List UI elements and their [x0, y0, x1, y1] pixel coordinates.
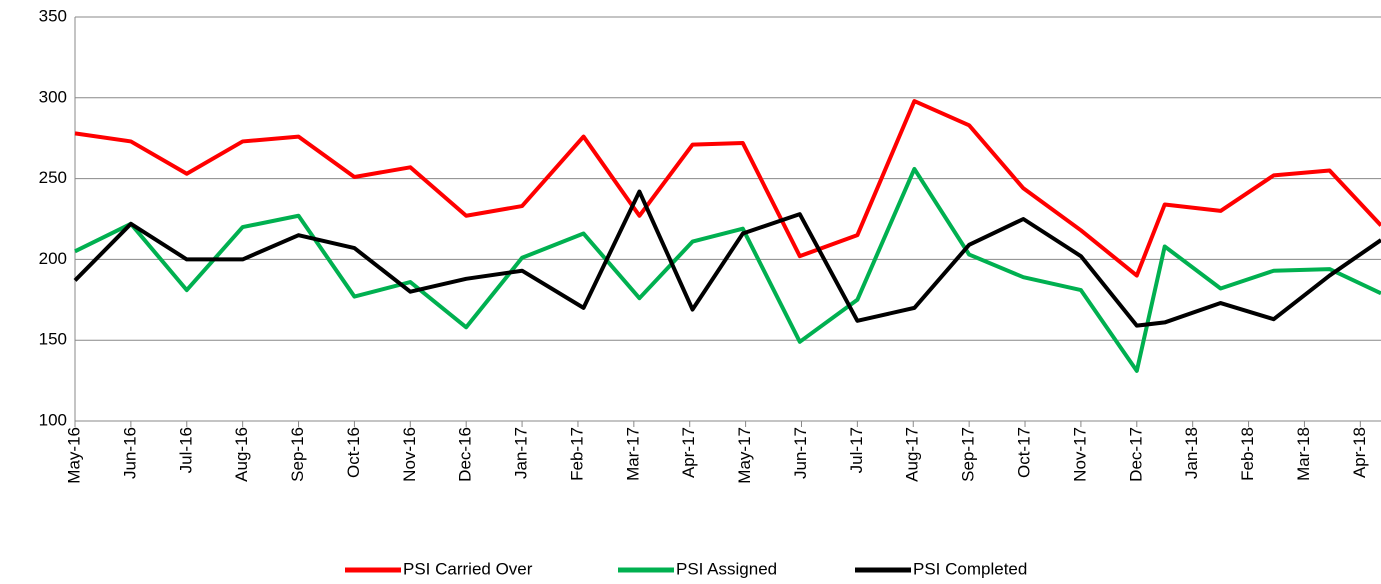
series-line: [73, 189, 1381, 328]
x-tick-label: Sep-17: [959, 427, 978, 482]
x-tick-label: May-17: [735, 427, 754, 484]
x-tick-label: Jun-17: [791, 427, 810, 479]
x-tick-label: Jul-16: [176, 427, 195, 473]
x-tick-label: Feb-18: [1238, 427, 1257, 481]
legend-item: PSI Assigned: [618, 559, 777, 578]
x-tick-label: Feb-17: [567, 427, 586, 481]
y-tick-label: 200: [39, 249, 67, 268]
x-tick-label: Mar-18: [1294, 427, 1313, 481]
x-tick-label: Jun-16: [120, 427, 139, 479]
y-tick-label: 350: [39, 6, 67, 25]
x-tick-label: Dec-17: [1126, 427, 1145, 482]
x-tick-label: Nov-16: [400, 427, 419, 482]
legend-label: PSI Carried Over: [403, 559, 533, 578]
x-tick-label: Jan-18: [1182, 427, 1201, 479]
x-tick-label: Oct-16: [344, 427, 363, 478]
x-tick-label: Aug-16: [232, 427, 251, 482]
x-tick-label: Apr-17: [679, 427, 698, 478]
x-tick-label: Nov-17: [1070, 427, 1089, 482]
legend-label: PSI Completed: [913, 559, 1027, 578]
y-tick-label: 300: [39, 87, 67, 106]
legend-item: PSI Completed: [855, 559, 1027, 578]
x-tick-label: Aug-17: [903, 427, 922, 482]
series-line: [74, 166, 1381, 373]
legend-label: PSI Assigned: [676, 559, 777, 578]
legend-item: PSI Carried Over: [345, 559, 533, 578]
x-tick-label: Apr-18: [1350, 427, 1369, 478]
y-tick-label: 150: [39, 330, 67, 349]
x-tick-label: Oct-17: [1015, 427, 1034, 478]
y-tick-label: 250: [39, 168, 67, 187]
x-tick-label: Dec-16: [456, 427, 475, 482]
y-tick-label: 100: [39, 410, 67, 429]
series-line: [74, 99, 1381, 278]
x-tick-label: Jan-17: [512, 427, 531, 479]
x-tick-label: Mar-17: [623, 427, 642, 481]
x-tick-label: Sep-16: [288, 427, 307, 482]
x-tick-label: Jul-17: [847, 427, 866, 473]
x-tick-label: May-16: [64, 427, 83, 484]
